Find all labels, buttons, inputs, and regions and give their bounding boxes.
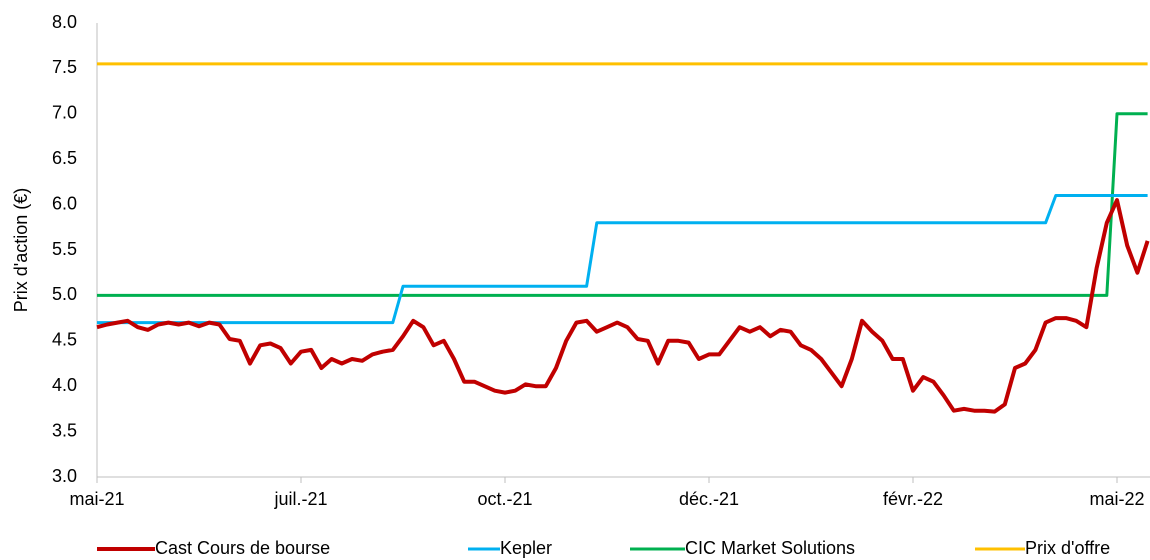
y-tick-label: 7.5 — [52, 57, 77, 77]
y-tick-label: 3.5 — [52, 420, 77, 440]
legend-label: Kepler — [500, 538, 552, 558]
x-tick-label: juil.-21 — [273, 489, 327, 509]
x-tick-label: févr.-22 — [883, 489, 943, 509]
series-line — [97, 112, 1148, 297]
y-tick-label: 6.5 — [52, 148, 77, 168]
x-tick-label: déc.-21 — [679, 489, 739, 509]
y-tick-label: 5.0 — [52, 284, 77, 304]
y-tick-label: 8.0 — [52, 12, 77, 32]
y-axis-label: Prix d'action (€) — [11, 188, 31, 312]
x-tick-label: mai-22 — [1089, 489, 1144, 509]
y-tick-label: 5.5 — [52, 239, 77, 259]
y-tick-label: 7.0 — [52, 103, 77, 123]
x-tick-label: mai-21 — [69, 489, 124, 509]
y-tick-label: 4.0 — [52, 375, 77, 395]
x-tick-label: oct.-21 — [477, 489, 532, 509]
legend-label: Prix d'offre — [1025, 538, 1110, 558]
legend-label: CIC Market Solutions — [685, 538, 855, 558]
series-line — [97, 194, 1148, 325]
legend-label: Cast Cours de bourse — [155, 538, 330, 558]
series-line — [96, 198, 1150, 414]
y-tick-label: 3.0 — [52, 466, 77, 486]
y-tick-label: 4.5 — [52, 330, 77, 350]
y-tick-label: 6.0 — [52, 193, 77, 213]
